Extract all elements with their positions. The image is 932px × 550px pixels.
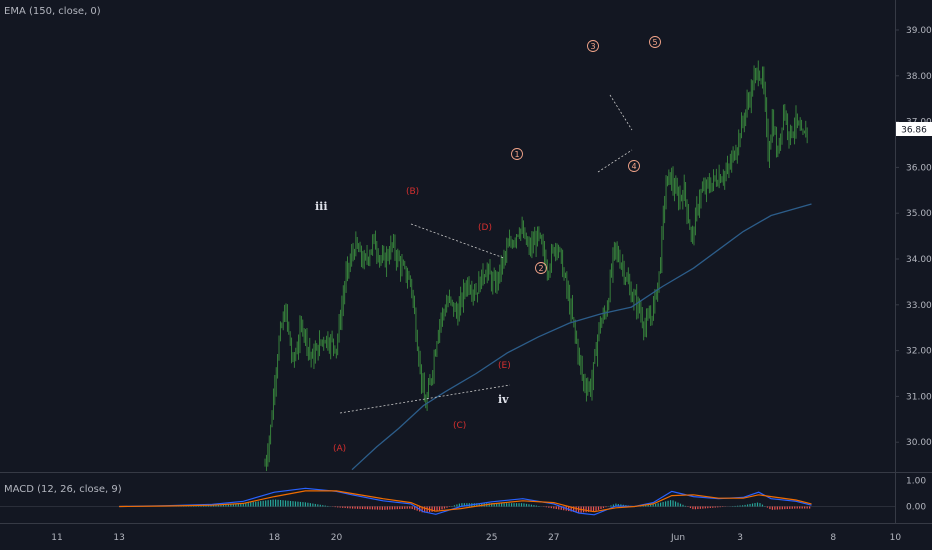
triangle-upper xyxy=(609,94,633,131)
price-tick-label: 32.00 xyxy=(906,347,932,357)
wave-label-1: 1 xyxy=(511,148,523,160)
date-tick-label: 13 xyxy=(113,533,124,543)
price-tick-label: 39.00 xyxy=(906,26,932,36)
wave-label-b: (B) xyxy=(406,187,419,197)
svg-text:5: 5 xyxy=(652,38,657,47)
price-tick-label: 35.00 xyxy=(906,209,932,219)
svg-text:1: 1 xyxy=(514,150,519,159)
macd-axis[interactable]: 1.00 0.00 xyxy=(906,477,926,513)
date-tick-label: 20 xyxy=(331,533,343,543)
svg-text:36.86: 36.86 xyxy=(901,126,927,136)
wave-label-d: (D) xyxy=(478,223,492,233)
price-tick-label: 36.00 xyxy=(906,163,932,173)
wave-label-iii: iii xyxy=(315,200,328,213)
wave-trendlines xyxy=(339,94,633,414)
wave-label-c: (C) xyxy=(453,421,466,431)
macd-legend[interactable]: MACD (12, 26, close, 9) xyxy=(4,484,122,495)
date-tick-label: 8 xyxy=(830,533,836,543)
price-tick-label: 33.00 xyxy=(906,301,932,311)
wave-label-3: 3 xyxy=(587,40,599,52)
price-tick-label: 38.00 xyxy=(906,72,932,82)
date-tick-label: 3 xyxy=(737,533,743,543)
svg-text:4: 4 xyxy=(631,162,636,171)
trendline-upper xyxy=(410,223,505,259)
macd-tick-label: 1.00 xyxy=(906,477,926,487)
date-tick-label: 10 xyxy=(890,533,902,543)
wave-label-a: (A) xyxy=(333,444,346,454)
last-price-label: 36.86 xyxy=(896,122,932,136)
ema-line xyxy=(351,203,812,471)
ema-legend[interactable]: EMA (150, close, 0) xyxy=(4,6,101,17)
price-candles xyxy=(264,60,808,472)
wave-label-iv: iv xyxy=(498,393,509,406)
wave-label-5: 5 xyxy=(649,36,661,48)
svg-text:3: 3 xyxy=(590,42,595,51)
date-tick-label: Jun xyxy=(670,533,685,543)
price-tick-label: 31.00 xyxy=(906,392,932,402)
price-tick-label: 34.00 xyxy=(906,255,932,265)
svg-text:2: 2 xyxy=(538,264,543,273)
date-tick-label: 11 xyxy=(51,533,62,543)
wave-label-4: 4 xyxy=(628,160,640,172)
macd-tick-label: 0.00 xyxy=(906,503,926,513)
trendline-lower xyxy=(339,384,511,414)
date-tick-label: 27 xyxy=(548,533,559,543)
time-axis[interactable]: 111318202527Jun381015 xyxy=(51,533,932,543)
wave-label-2: 2 xyxy=(535,262,547,274)
triangle-lower xyxy=(597,149,633,173)
date-tick-label: 18 xyxy=(269,533,281,543)
price-tick-label: 30.00 xyxy=(906,438,932,448)
wave-label-e: (E) xyxy=(498,361,511,371)
date-tick-label: 25 xyxy=(486,533,497,543)
macd-signal-line xyxy=(119,490,812,513)
